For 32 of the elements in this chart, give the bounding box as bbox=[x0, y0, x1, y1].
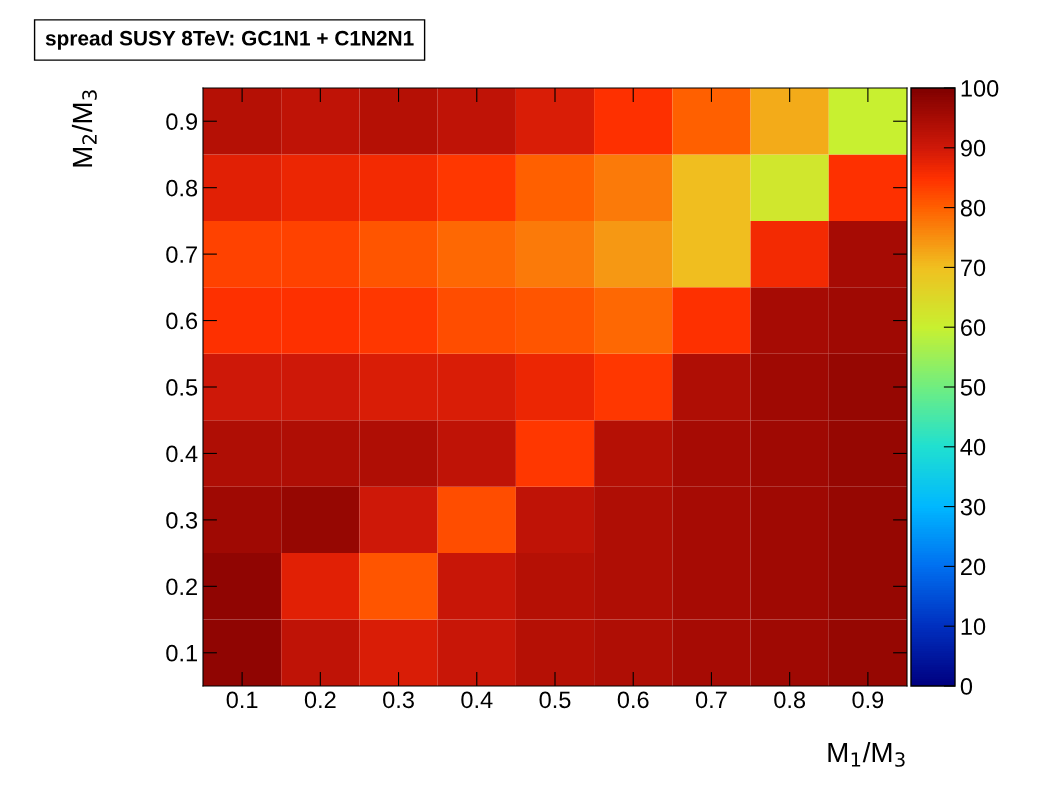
color-bar-label: 100 bbox=[961, 80, 999, 97]
y-tick-label: 0.7 bbox=[166, 246, 197, 263]
x-axis-title: M$_{1}$/M$_{3}$ bbox=[828, 741, 905, 767]
x-tick-label: 0.8 bbox=[774, 691, 806, 709]
y-tick-label: 0.8 bbox=[166, 179, 198, 197]
chart-title: spread SUSY 8TeV: GC1N1 + C1N2N1 bbox=[45, 30, 414, 50]
color-bar-label: 90 bbox=[960, 139, 986, 157]
color-bar-label: 10 bbox=[961, 618, 986, 635]
y-tick-label: 0.6 bbox=[166, 312, 198, 330]
y-tick-label: 0.5 bbox=[166, 379, 198, 396]
color-bar-label: 20 bbox=[961, 558, 986, 576]
x-tick-label: 0.6 bbox=[617, 691, 649, 709]
x-tick-label: 0.9 bbox=[852, 691, 884, 709]
y-axis-title: M$_{2}$/M$_{3}$ bbox=[71, 90, 97, 167]
x-tick-label: 0.4 bbox=[461, 691, 493, 709]
color-bar-label: 50 bbox=[960, 379, 986, 396]
x-tick-label: 0.3 bbox=[383, 691, 414, 709]
color-bar-label: 0 bbox=[960, 678, 973, 695]
color-bar-label: 70 bbox=[961, 259, 986, 277]
x-tick-label: 0.1 bbox=[226, 691, 258, 709]
x-tick-label: 0.5 bbox=[539, 691, 571, 709]
color-bar-label: 80 bbox=[960, 199, 986, 217]
y-tick-label: 0.3 bbox=[166, 511, 198, 529]
y-tick-label: 0.2 bbox=[166, 578, 197, 596]
y-tick-label: 0.9 bbox=[166, 113, 198, 131]
x-tick-label: 0.7 bbox=[695, 691, 727, 709]
color-bar-label: 40 bbox=[960, 438, 986, 456]
y-tick-label: 0.1 bbox=[166, 644, 197, 662]
color-bar-label: 30 bbox=[960, 498, 986, 516]
x-tick-label: 0.2 bbox=[304, 691, 336, 709]
y-tick-label: 0.4 bbox=[166, 445, 198, 463]
color-bar-label: 60 bbox=[961, 319, 986, 336]
